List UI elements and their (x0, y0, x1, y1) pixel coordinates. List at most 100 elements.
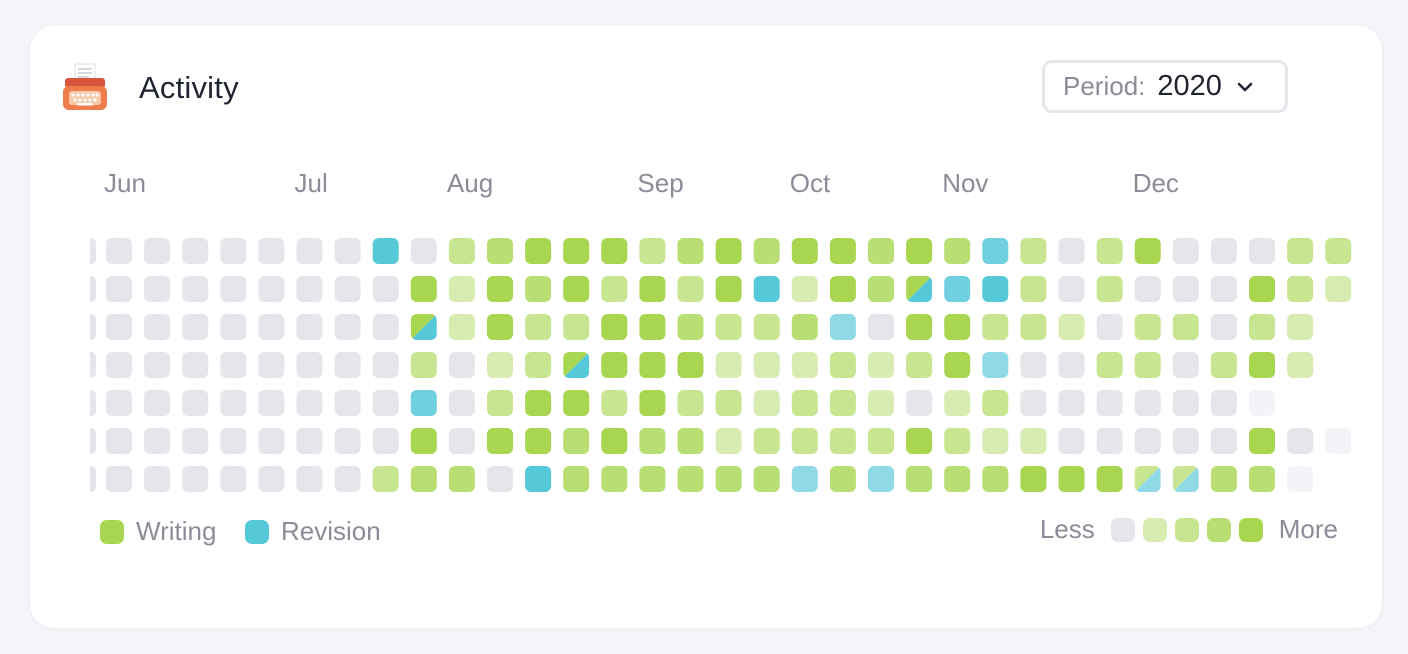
heatmap-cell-writing[interactable] (601, 428, 628, 454)
heatmap-cell-writing[interactable] (639, 276, 666, 302)
heatmap-cell-writing[interactable] (715, 466, 742, 492)
heatmap-cell-writing[interactable] (982, 390, 1009, 416)
heatmap-cell-empty[interactable] (258, 352, 285, 378)
heatmap-cell-empty[interactable] (1058, 276, 1085, 302)
heatmap-cell-writing[interactable] (525, 314, 552, 340)
heatmap-cell-writing[interactable] (1134, 238, 1161, 264)
heatmap-cell-empty[interactable] (448, 352, 475, 378)
heatmap-cell-empty[interactable] (258, 238, 285, 264)
heatmap-cell-empty[interactable] (1096, 390, 1123, 416)
heatmap-cell-empty[interactable] (182, 314, 209, 340)
heatmap-cell-empty[interactable] (1210, 238, 1237, 264)
heatmap-cell-mixed[interactable] (410, 314, 437, 340)
heatmap-cell-writing[interactable] (1058, 314, 1085, 340)
heatmap-cell-mixed[interactable] (1134, 466, 1161, 492)
heatmap-cell-revision[interactable] (753, 276, 780, 302)
heatmap-cell-writing[interactable] (1096, 276, 1123, 302)
heatmap-cell-future[interactable] (1249, 390, 1275, 416)
heatmap-cell-writing[interactable] (448, 238, 475, 264)
heatmap-cell-empty[interactable] (1134, 428, 1161, 454)
heatmap-cell-writing[interactable] (677, 466, 704, 492)
heatmap-cell-empty[interactable] (1020, 352, 1047, 378)
heatmap-cell-writing[interactable] (677, 428, 704, 454)
heatmap-cell-writing[interactable] (753, 466, 780, 492)
heatmap-cell-empty[interactable] (372, 390, 399, 416)
heatmap-cell-writing[interactable] (982, 428, 1009, 454)
heatmap-cell-empty[interactable] (182, 428, 209, 454)
heatmap-cell-writing[interactable] (791, 352, 818, 378)
heatmap-cell-revision[interactable] (829, 314, 856, 340)
heatmap-cell-empty[interactable] (1210, 314, 1237, 340)
heatmap-cell-writing[interactable] (906, 314, 933, 340)
heatmap-cell-writing[interactable] (487, 390, 513, 416)
heatmap-cell-writing[interactable] (487, 314, 513, 340)
heatmap-cell-empty[interactable] (182, 276, 209, 302)
heatmap-cell-writing[interactable] (487, 352, 513, 378)
heatmap-cell-empty[interactable] (182, 466, 209, 492)
heatmap-cell-writing[interactable] (1249, 314, 1275, 340)
heatmap-cell-writing[interactable] (1096, 352, 1123, 378)
heatmap-cell-empty[interactable] (1134, 276, 1161, 302)
heatmap-cell-empty[interactable] (258, 428, 285, 454)
heatmap-cell-empty[interactable] (334, 314, 361, 340)
heatmap-cell-writing[interactable] (906, 466, 933, 492)
heatmap-cell-empty[interactable] (372, 352, 399, 378)
heatmap-cell-writing[interactable] (639, 390, 666, 416)
heatmap-cell-writing[interactable] (868, 238, 894, 264)
heatmap-cell-revision[interactable] (944, 276, 971, 302)
heatmap-cell-empty[interactable] (296, 276, 323, 302)
heatmap-cell-empty[interactable] (410, 238, 437, 264)
heatmap-cell-revision[interactable] (868, 466, 894, 492)
heatmap-cell-mixed[interactable] (906, 276, 933, 302)
heatmap-cell-writing[interactable] (1249, 352, 1275, 378)
heatmap-cell-writing[interactable] (753, 390, 780, 416)
heatmap-cell-writing[interactable] (829, 428, 856, 454)
heatmap-cell-writing[interactable] (1325, 276, 1352, 302)
heatmap-cell-empty[interactable] (334, 238, 361, 264)
heatmap-cell-writing[interactable] (1287, 314, 1314, 340)
heatmap-cell-empty[interactable] (1134, 390, 1161, 416)
heatmap-cell-writing[interactable] (563, 238, 590, 264)
heatmap-cell-empty[interactable] (1058, 352, 1085, 378)
heatmap-cell-writing[interactable] (791, 390, 818, 416)
heatmap-cell-writing[interactable] (639, 352, 666, 378)
heatmap-cell-writing[interactable] (525, 428, 552, 454)
heatmap-cell-empty[interactable] (144, 238, 171, 264)
heatmap-cell-writing[interactable] (982, 314, 1009, 340)
heatmap-cell-empty[interactable] (144, 352, 171, 378)
heatmap-cell-empty[interactable] (296, 390, 323, 416)
heatmap-cell-empty[interactable] (106, 238, 132, 264)
heatmap-cell-writing[interactable] (944, 390, 971, 416)
heatmap-cell-revision[interactable] (982, 276, 1009, 302)
heatmap-cell-writing[interactable] (677, 352, 704, 378)
heatmap-cell-writing[interactable] (1325, 238, 1352, 264)
heatmap-cell-writing[interactable] (1096, 238, 1123, 264)
heatmap-cell-writing[interactable] (410, 352, 437, 378)
heatmap-cell-empty[interactable] (487, 466, 513, 492)
heatmap-cell-writing[interactable] (906, 428, 933, 454)
heatmap-cell-writing[interactable] (1020, 428, 1047, 454)
heatmap-cell-mixed[interactable] (1172, 466, 1199, 492)
heatmap-cell-empty[interactable] (334, 428, 361, 454)
heatmap-cell-empty[interactable] (106, 276, 132, 302)
heatmap-cell-empty[interactable] (258, 390, 285, 416)
heatmap-cell-writing[interactable] (944, 352, 971, 378)
heatmap-cell-writing[interactable] (944, 428, 971, 454)
heatmap-cell-writing[interactable] (791, 238, 818, 264)
heatmap-cell-empty[interactable] (220, 466, 247, 492)
heatmap-cell-writing[interactable] (525, 238, 552, 264)
heatmap-cell-writing[interactable] (791, 428, 818, 454)
heatmap-cell-writing[interactable] (829, 238, 856, 264)
heatmap-cell-writing[interactable] (677, 276, 704, 302)
heatmap-cell-empty[interactable] (144, 276, 171, 302)
heatmap-cell-empty[interactable] (1210, 428, 1237, 454)
heatmap-cell-writing[interactable] (1249, 276, 1275, 302)
heatmap-cell-writing[interactable] (791, 314, 818, 340)
heatmap-cell-writing[interactable] (715, 352, 742, 378)
heatmap-cell-empty[interactable] (1172, 390, 1199, 416)
heatmap-cell-empty[interactable] (1058, 390, 1085, 416)
heatmap-cell-writing[interactable] (487, 428, 513, 454)
heatmap-cell-revision[interactable] (410, 390, 437, 416)
heatmap-cell-empty[interactable] (296, 352, 323, 378)
heatmap-cell-writing[interactable] (563, 314, 590, 340)
